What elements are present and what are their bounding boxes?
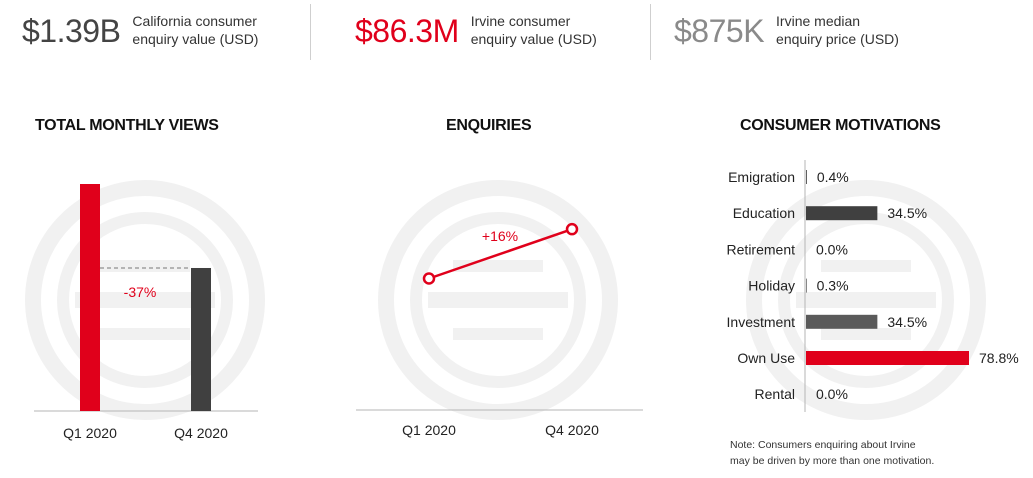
watermark-logo-bar <box>428 292 568 308</box>
category-label: Rental <box>755 386 795 402</box>
watermark-logo-ring <box>410 212 586 388</box>
stat-irvine-value: $86.3M Irvine consumer enquiry value (US… <box>355 8 597 54</box>
value-label: 0.0% <box>816 386 848 402</box>
stat-label-line1: Irvine consumer <box>470 13 571 29</box>
stat-label-line1: Irvine median <box>776 13 861 29</box>
divider <box>650 4 651 60</box>
stat-label-line2: enquiry price (USD) <box>776 31 899 47</box>
watermark-logo-ring <box>746 180 986 420</box>
stat-value: $1.39B <box>22 13 121 49</box>
value-label: 78.8% <box>979 350 1019 366</box>
value-label: 34.5% <box>887 205 927 221</box>
watermark-logo-ring <box>25 180 265 420</box>
watermark-logo-ring <box>57 212 233 388</box>
views-chart-title: TOTAL MONTHLY VIEWS <box>35 117 219 134</box>
category-label: Education <box>733 205 795 221</box>
x-tick-label: Q4 2020 <box>545 422 599 438</box>
divider <box>310 4 311 60</box>
bar <box>806 351 969 365</box>
stat-california-value: $1.39B California consumer enquiry value… <box>22 8 258 54</box>
change-annotation: -37% <box>124 284 157 300</box>
watermark-logo-bar <box>821 328 911 340</box>
watermark-logo-bar <box>75 292 215 308</box>
watermark-logo-ring <box>378 180 618 420</box>
footnote-line2: may be driven by more than one motivatio… <box>730 455 935 467</box>
bar <box>191 267 211 411</box>
footnote-line1: Note: Consumers enquiring about Irvine <box>730 439 916 451</box>
stat-label-line1: California consumer <box>132 13 257 29</box>
value-label: 0.0% <box>816 241 848 257</box>
stat-value: $86.3M <box>355 13 459 49</box>
motivations-chart-title: CONSUMER MOTIVATIONS <box>740 117 941 134</box>
change-annotation: +16% <box>482 228 518 244</box>
watermark-logo-bar <box>100 328 190 340</box>
stat-label: Irvine consumer enquiry value (USD) <box>471 12 597 48</box>
enquiries-chart-title: ENQUIRIES <box>446 117 532 134</box>
value-label: 0.3% <box>817 278 849 294</box>
watermark-logo-bar <box>453 328 543 340</box>
data-point <box>565 222 579 236</box>
category-label: Investment <box>727 314 796 330</box>
data-point <box>422 272 436 285</box>
stat-label-line2: enquiry value (USD) <box>470 31 597 47</box>
x-tick-label: Q1 2020 <box>63 425 117 441</box>
value-label: 34.5% <box>887 314 927 330</box>
series-line <box>428 227 573 280</box>
stat-label-line2: enquiry value (USD) <box>132 31 259 47</box>
category-label: Own Use <box>737 350 795 366</box>
stat-label: California consumer enquiry value (USD) <box>132 12 258 48</box>
bar <box>806 314 878 329</box>
stat-irvine-median-price: $875K Irvine median enquiry price (USD) <box>674 8 899 54</box>
x-tick-label: Q1 2020 <box>402 422 456 438</box>
bar <box>806 278 807 293</box>
stat-value: $875K <box>674 13 765 49</box>
category-label: Retirement <box>727 241 796 257</box>
category-label: Emigration <box>728 169 795 185</box>
stat-label: Irvine median enquiry price (USD) <box>776 12 899 48</box>
bar <box>806 206 878 221</box>
bar <box>806 170 807 184</box>
watermark-logo-bar <box>821 260 911 272</box>
watermark-logo-bar <box>796 292 936 308</box>
footnote: Note: Consumers enquiring about Irvine m… <box>730 437 1020 469</box>
category-label: Holiday <box>748 278 795 294</box>
value-label: 0.4% <box>817 169 849 185</box>
bar <box>80 184 100 411</box>
watermark-logo-bar <box>100 260 190 272</box>
x-tick-label: Q4 2020 <box>174 425 228 441</box>
